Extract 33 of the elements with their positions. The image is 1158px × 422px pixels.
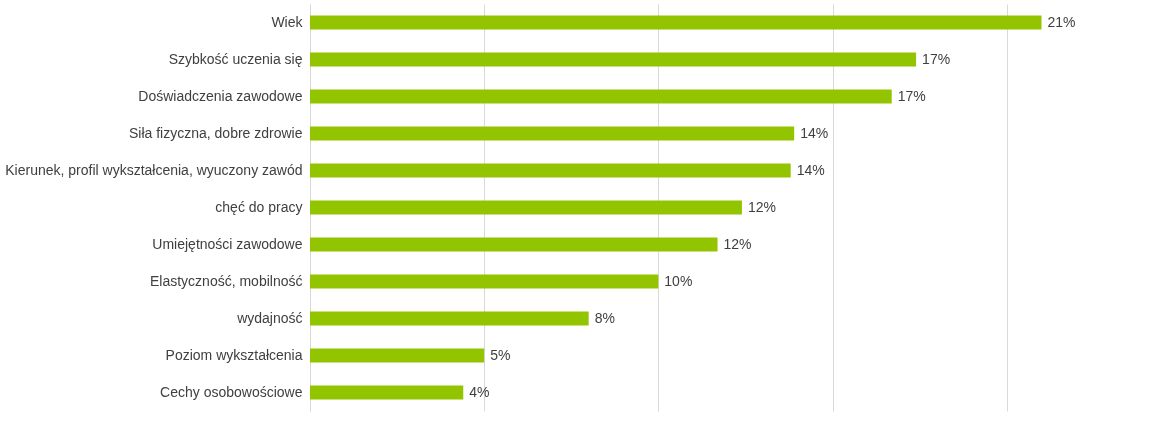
bar [310, 89, 892, 104]
data-label: 4% [469, 383, 490, 400]
data-label: 8% [594, 309, 615, 326]
y-tick-label: wydajność [236, 309, 303, 326]
bar [310, 274, 659, 289]
y-tick-label: Kierunek, profil wykształcenia, wyuczony zawód [5, 161, 303, 178]
bar [310, 163, 791, 178]
y-tick-label: Poziom wykształcenia [165, 346, 303, 363]
data-label: 14% [796, 161, 825, 178]
y-tick-label: Elastyczność, mobilność [149, 272, 303, 289]
data-label: 12% [723, 235, 752, 252]
bar [310, 126, 795, 141]
data-label: 10% [664, 272, 693, 289]
y-tick-label: Cechy osobowościowe [160, 383, 303, 400]
bar [310, 52, 917, 67]
y-tick-label: Szybkość uczenia się [168, 50, 303, 67]
y-tick-label: chęć do pracy [215, 198, 303, 215]
bar [310, 200, 742, 215]
data-label: 17% [897, 87, 926, 104]
bar [310, 311, 589, 326]
y-tick-label: Wiek [271, 13, 304, 30]
bar [310, 385, 464, 400]
data-label: 5% [490, 346, 511, 363]
data-label: 14% [800, 124, 829, 141]
y-tick-label: Doświadczenia zawodowe [138, 87, 303, 104]
data-label: 12% [747, 198, 776, 215]
bar [310, 348, 485, 363]
bar [310, 237, 718, 252]
data-label: 17% [922, 50, 951, 67]
bar [310, 15, 1042, 30]
y-tick-label: Umiejętności zawodowe [152, 235, 303, 252]
y-tick-label: Siła fizyczna, dobre zdrowie [128, 124, 303, 141]
data-label: 21% [1047, 13, 1076, 30]
